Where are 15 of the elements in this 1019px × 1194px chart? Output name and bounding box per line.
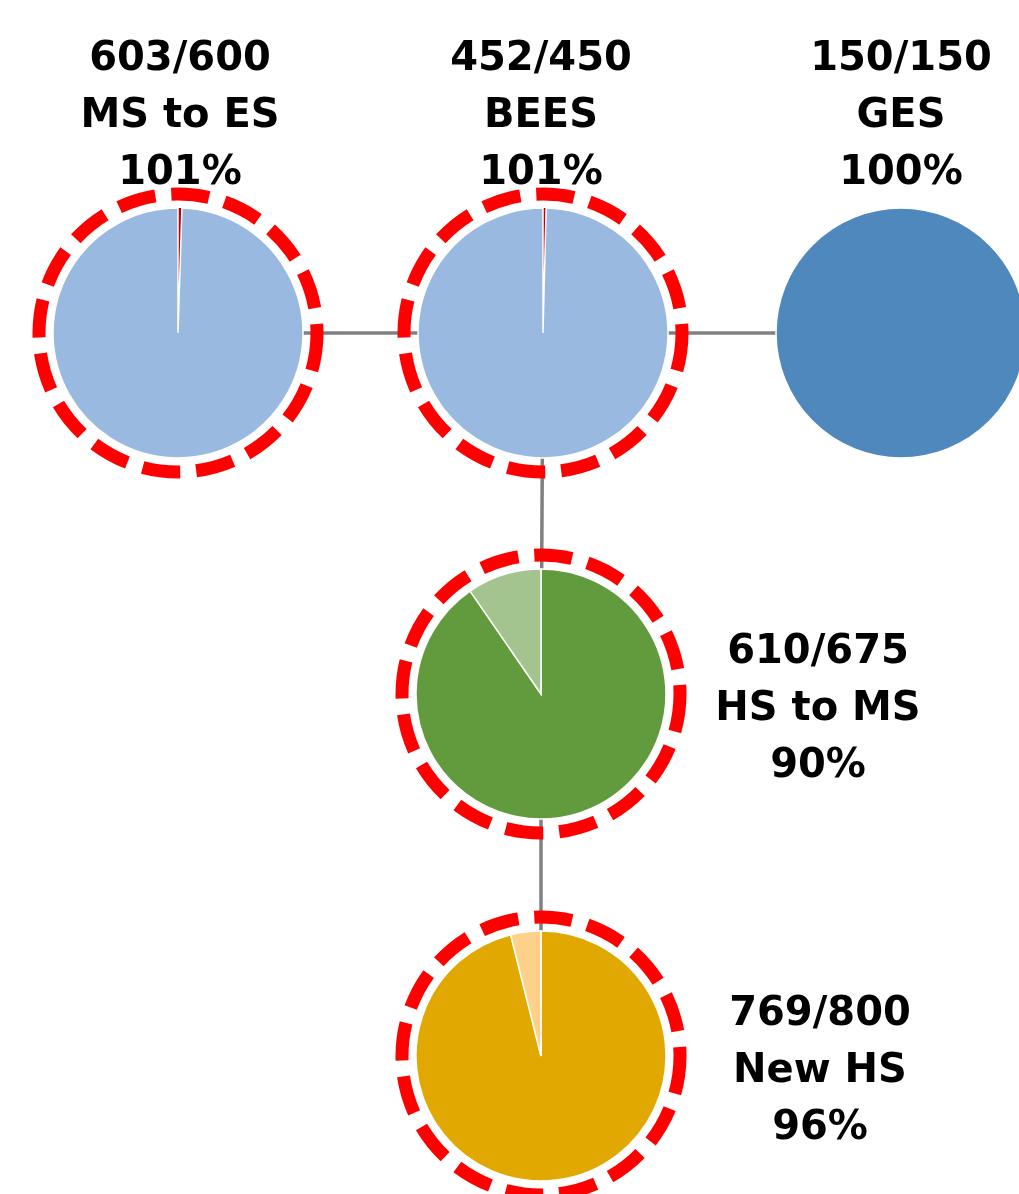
chart-subtitle: MS to ES xyxy=(80,90,280,136)
text: 610/675 xyxy=(727,626,909,672)
text: 101% xyxy=(118,147,242,193)
chart-title: 452/450 xyxy=(450,33,632,79)
text: 90% xyxy=(770,740,866,786)
chart-title: 603/600 xyxy=(89,33,271,79)
chart-title: 150/150 xyxy=(810,33,992,79)
text: 101% xyxy=(479,147,603,193)
chart-subtitle: BEES xyxy=(484,90,598,136)
text: HS to MS xyxy=(715,683,921,729)
text: New HS xyxy=(733,1045,907,1091)
text: 96% xyxy=(772,1102,868,1148)
text: 769/800 xyxy=(729,988,911,1034)
chart-subtitle: GES xyxy=(856,90,946,136)
text: 100% xyxy=(839,147,963,193)
